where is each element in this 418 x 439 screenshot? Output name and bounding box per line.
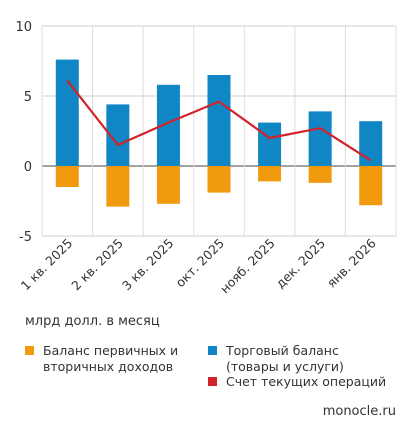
x-tick-label: дек. 2025 — [273, 236, 329, 292]
bar-trade-balance — [55, 59, 79, 166]
x-tick-label: 2 кв. 2025 — [68, 236, 126, 294]
bar-trade-balance — [308, 111, 332, 166]
bar-income-balance — [359, 166, 383, 206]
y-tick-label: -5 — [19, 230, 32, 245]
legend-swatch-current-account — [208, 377, 217, 386]
bar-income-balance — [207, 166, 231, 193]
bar-trade-balance — [258, 122, 282, 166]
y-axis-ticks: 10 5 0 -5 — [15, 20, 32, 245]
bar-income-balance — [308, 166, 332, 183]
bar-trade-balance — [156, 84, 180, 166]
legend-swatch-income-balance — [25, 346, 34, 355]
bar-income-balance — [258, 166, 282, 182]
source-label: monocle.ru — [322, 404, 396, 419]
current-account-line-group — [66, 79, 372, 162]
legend-item-income-balance: Баланс первичных и вторичных доходов — [25, 343, 178, 375]
y-tick-label: 5 — [24, 90, 32, 105]
legend-swatch-trade-balance — [208, 346, 217, 355]
bar-income-balance — [55, 166, 79, 187]
bar-trade-balance — [359, 121, 383, 166]
bar-trade-balance — [207, 75, 231, 166]
x-tick-label: янв. 2026 — [324, 235, 379, 290]
x-tick-label: нояб. 2025 — [217, 236, 278, 297]
legend-item-trade-balance: Торговый баланс (товары и услуги) — [208, 343, 344, 375]
legend-label-trade-balance: Торговый баланс (товары и услуги) — [226, 343, 344, 374]
bars — [55, 59, 383, 207]
x-tick-label: окт. 2025 — [172, 236, 227, 291]
current-account-line — [66, 79, 372, 162]
bar-income-balance — [156, 166, 180, 204]
legend-label-income-balance: Баланс первичных и вторичных доходов — [43, 343, 179, 374]
bar-trade-balance — [106, 104, 130, 166]
legend-label-current-account: Счет текущих операций — [226, 374, 387, 389]
y-tick-label: 10 — [15, 20, 32, 35]
unit-label: млрд долл. в месяц — [25, 314, 160, 329]
bar-income-balance — [106, 166, 130, 207]
legend-item-current-account: Счет текущих операций — [208, 374, 386, 390]
x-tick-label: 3 кв. 2025 — [119, 236, 177, 294]
grid — [41, 25, 397, 237]
y-tick-label: 0 — [24, 160, 32, 175]
